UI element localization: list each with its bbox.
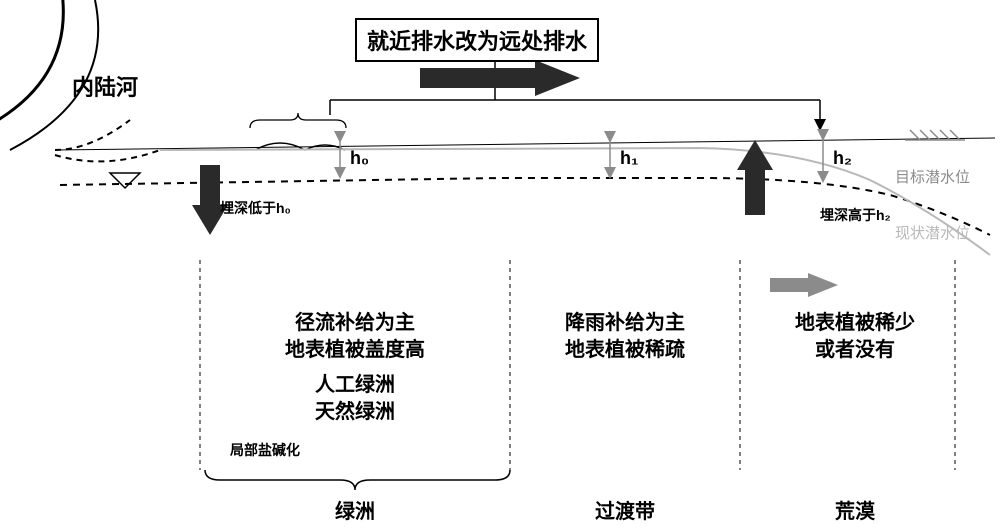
desert-line2: 或者没有 [750,337,960,364]
label-below-h0: 埋深低于h₀ [220,198,291,218]
desert-line1: 地表植被稀少 [750,310,960,337]
zone-label-transition: 过渡带 [575,495,675,524]
arrow-up-right [737,140,773,215]
label-current-water: 现状潜水位 [895,222,970,243]
ground-line [55,138,995,150]
label-h2: h₂ [833,148,852,169]
oasis-line3: 人工绿洲 [210,372,500,399]
zone-transition-text: 降雨补给为主 地表植被稀疏 [520,310,730,364]
river-label: 内陆河 [72,70,138,102]
brace-oasis [205,470,510,490]
diagram-root: 就近排水改为远处排水 内陆河 h₀ h₁ h₂ 埋深低于h₀ 埋深高于h₂ 目标… [0,0,1000,527]
oasis-line2: 地表植被盖度高 [210,337,500,364]
river-arc-outer [0,0,63,130]
arrow-main-right [420,60,580,96]
arrow-gray-right [770,273,838,297]
main-title: 就近排水改为远处排水 [355,18,599,62]
diagram-svg [0,0,1000,527]
zone-label-oasis: 绿洲 [310,495,400,524]
water-table-marker [110,173,140,188]
zone-label-desert: 荒漠 [810,495,900,524]
oasis-salin: 局部盐碱化 [230,440,300,460]
trans-line1: 降雨补给为主 [520,310,730,337]
label-h1: h₁ [620,148,638,169]
brace-h0-top [250,113,346,128]
label-h0: h₀ [350,148,369,169]
trans-line2: 地表植被稀疏 [520,337,730,364]
label-target-water: 目标潜水位 [895,166,970,187]
oasis-line1: 径流补给为主 [210,310,500,337]
ground-hatch [905,130,965,140]
oasis-line4: 天然绿洲 [210,399,500,426]
zone-oasis-text: 径流补给为主 地表植被盖度高 人工绿洲 天然绿洲 [210,310,500,426]
main-title-text: 就近排水改为远处排水 [367,29,587,54]
zone-desert-text: 地表植被稀少 或者没有 [750,310,960,364]
label-above-h2: 埋深高于h₂ [820,205,891,225]
